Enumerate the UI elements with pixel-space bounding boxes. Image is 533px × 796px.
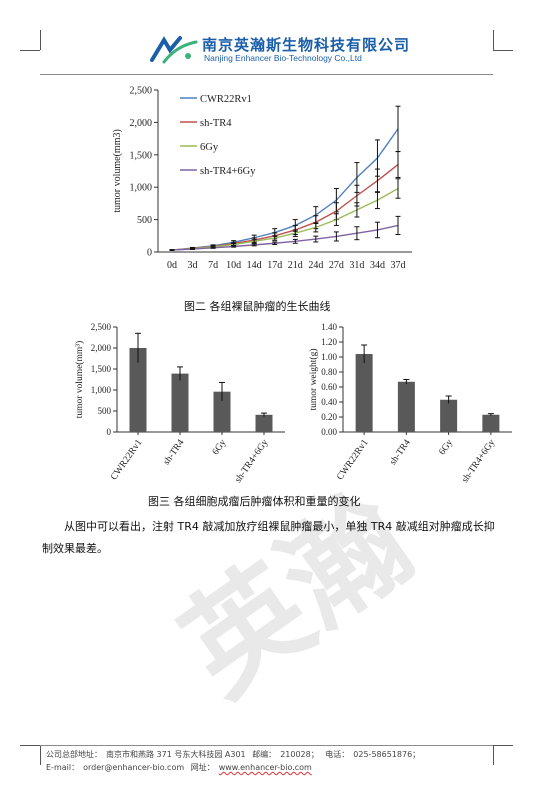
x-tick-label: 34d (370, 260, 385, 271)
crop-mark (493, 745, 513, 746)
phone-value: 025-58651876； (353, 750, 421, 759)
crop-mark (20, 745, 40, 746)
footer-contact-line: E-mail： order@enhancer-bio.com 网址： www.enh… (46, 762, 316, 773)
legend-label-2: 6Gy (200, 142, 219, 153)
x-tick-label: 37d (391, 260, 406, 271)
y-tick-label: 0 (147, 248, 152, 259)
y-tick-label: 1.00 (321, 352, 337, 362)
bar-0 (129, 348, 147, 432)
y-tick-label: 500 (137, 215, 152, 226)
crop-mark (493, 745, 494, 765)
x-tick-label: 7d (208, 260, 218, 271)
y-tick-label: 0.80 (321, 367, 337, 377)
company-name-cn: 南京英瀚斯生物科技有限公司 (202, 36, 411, 54)
bar-0 (355, 354, 373, 432)
x-tick-label: 17d (267, 260, 282, 271)
series-line-3 (171, 224, 399, 251)
y-tick-label: 2,500 (91, 322, 112, 332)
website-link[interactable]: www.enhancer-bio.com (218, 763, 312, 772)
address-label: 公司总部地址： (46, 750, 102, 759)
x-tick-label: sh-TR4 (388, 438, 413, 467)
series-line-2 (171, 187, 399, 251)
address-value: 南京市和燕路 371 号东大科技园 A301 (106, 750, 246, 759)
y-tick-label: 500 (98, 406, 112, 416)
figure3-caption: 图三 各组细胞成瘤后肿瘤体积和重量的变化 (148, 495, 361, 508)
x-tick-label: 31d (349, 260, 364, 271)
x-tick-label: 27d (329, 260, 344, 271)
x-tick-label: 6Gy (437, 438, 455, 457)
bar-1 (397, 381, 415, 432)
crop-mark (40, 745, 41, 765)
y-axis-label: tumor volume(mm3) (112, 129, 123, 213)
y-tick-label: 1,500 (130, 150, 153, 161)
email-link[interactable]: order@enhancer-bio.com (83, 763, 185, 772)
x-tick-label: 24d (308, 260, 323, 271)
tumor-weight-bar-chart: 0.00 0.20 0.40 0.60 0.80 1.00 1.20 1.40 tumor we… (308, 322, 512, 485)
crop-mark (493, 30, 494, 50)
x-tick-label: 10d (226, 260, 241, 271)
crop-mark (20, 50, 40, 51)
company-name-en: Nanjing Enhancer Bio-Technology Co.,Ltd (204, 53, 362, 63)
y-tick-label: 2,000 (91, 343, 112, 353)
bar-2 (440, 399, 458, 432)
y-tick-label: 1,500 (91, 364, 112, 374)
y-tick-label: 2,500 (130, 86, 153, 97)
x-tick-label: 3d (188, 260, 198, 271)
footer-address-line: 公司总部地址： 南京市和燕路 371 号东大科技园 A301 邮编： 210028；… (46, 749, 424, 760)
figure2-caption: 图二 各组裸鼠肿瘤的生长曲线 (184, 300, 331, 313)
body-paragraph: 从图中可以看出，注射 TR4 敲减加放疗组裸鼠肿瘤最小，单独 TR4 敲减组对肿… (42, 520, 495, 555)
y-tick-label: 0.60 (321, 382, 337, 392)
y-tick-label: 2,000 (130, 118, 153, 129)
postcode-label: 邮编： (252, 750, 277, 759)
tumor-volume-bar-chart: 0 500 1,000 1,500 2,000 2,500 tumor volume(mm³… (74, 322, 285, 485)
legend-label-3: sh-TR4+6Gy (200, 166, 256, 177)
x-tick-label: 0d (167, 260, 177, 271)
y-tick-label: 0 (107, 427, 112, 437)
bar-3 (255, 414, 273, 432)
postcode-value: 210028； (280, 750, 319, 759)
bar-3 (482, 414, 500, 432)
header-divider (40, 74, 493, 75)
email-label: E-mail： (46, 763, 80, 772)
footer-divider (40, 745, 493, 746)
growth-curve-chart: 0 500 1,000 1,500 2,000 2,500 0d 3d 7d 10d 14d 17d 2… (112, 86, 412, 271)
website-label: 网址： (190, 763, 215, 772)
y-axis-label: tumor weight(g) (308, 348, 319, 410)
bar-2 (213, 391, 231, 432)
y-tick-label: 0.00 (321, 427, 337, 437)
crop-mark (493, 50, 513, 51)
y-tick-label: 1.20 (321, 337, 337, 347)
bar-1 (171, 373, 189, 432)
x-tick-label: 14d (247, 260, 262, 271)
crop-mark (40, 30, 41, 50)
phone-label: 电话： (325, 750, 350, 759)
y-tick-label: 0.40 (321, 397, 337, 407)
x-tick-label: 21d (288, 260, 303, 271)
company-logo-icon (150, 36, 198, 64)
legend-label-0: CWR22Rv1 (200, 94, 252, 105)
y-tick-label: 0.20 (321, 412, 337, 422)
y-tick-label: 1.40 (321, 322, 337, 332)
x-tick-label: sh-TR4+6Gy (460, 438, 497, 485)
y-tick-label: 1,000 (130, 183, 153, 194)
x-tick-label: CWR22Rv1 (335, 438, 370, 482)
y-axis-label: tumor volume(mm³) (74, 341, 85, 419)
legend-label-1: sh-TR4 (200, 118, 232, 129)
y-tick-label: 1,000 (91, 385, 112, 395)
